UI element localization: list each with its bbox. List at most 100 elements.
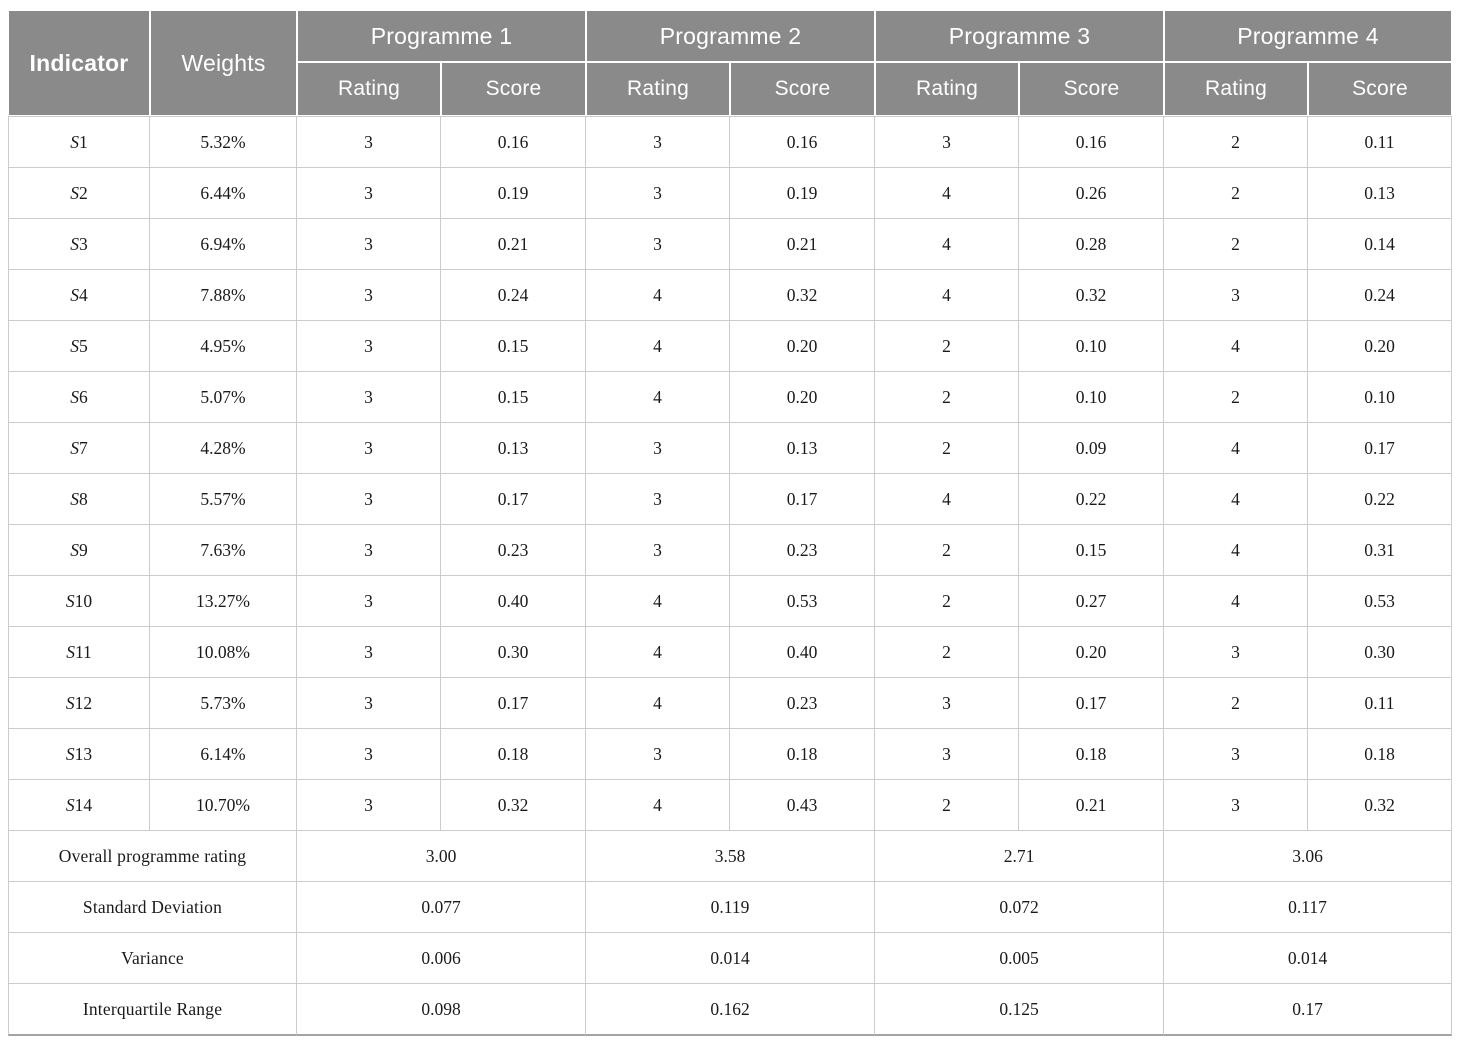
header-row-programmes: Indicator Weights Programme 1 Programme … [8,10,1452,116]
rating-cell: 2 [875,627,1019,678]
rating-cell: 3 [586,116,730,168]
rating-cell: 4 [1164,525,1308,576]
summary-value: 0.125 [875,984,1164,1036]
indicator-prefix: S [65,590,75,611]
indicator-prefix: S [70,131,79,152]
col-header-score-p3: Score [1019,62,1164,116]
score-cell: 0.23 [730,678,875,729]
weight-cell: 7.63% [150,525,297,576]
score-cell: 0.32 [730,270,875,321]
score-cell: 0.20 [730,321,875,372]
weight-cell: 10.08% [150,627,297,678]
score-cell: 0.17 [1019,678,1164,729]
rating-cell: 3 [586,168,730,219]
rating-cell: 4 [875,474,1019,525]
summary-value: 0.005 [875,933,1164,984]
score-cell: 0.18 [441,729,586,780]
rating-cell: 4 [586,576,730,627]
indicator-cell: S10 [8,576,150,627]
table-row: S12 5.73% 3 0.17 4 0.23 3 0.17 2 0.11 [8,678,1452,729]
summary-value: 0.117 [1164,882,1452,933]
summary-label: Variance [8,933,297,984]
score-cell: 0.22 [1019,474,1164,525]
score-cell: 0.11 [1308,678,1452,729]
weight-cell: 5.73% [150,678,297,729]
rating-cell: 2 [875,576,1019,627]
indicator-prefix: S [70,539,79,560]
summary-value: 0.119 [586,882,875,933]
score-cell: 0.15 [441,321,586,372]
score-cell: 0.27 [1019,576,1164,627]
indicator-prefix: S [70,488,79,509]
weight-cell: 4.28% [150,423,297,474]
rating-cell: 2 [875,780,1019,831]
score-cell: 0.22 [1308,474,1452,525]
col-header-programme-1: Programme 1 [297,10,586,62]
score-cell: 0.53 [1308,576,1452,627]
indicator-cell: S14 [8,780,150,831]
summary-value: 0.014 [586,933,875,984]
indicator-cell: S13 [8,729,150,780]
rating-cell: 3 [586,474,730,525]
indicator-cell: S3 [8,219,150,270]
weight-cell: 5.57% [150,474,297,525]
weight-cell: 10.70% [150,780,297,831]
table-header: Indicator Weights Programme 1 Programme … [8,10,1452,116]
score-cell: 0.15 [1019,525,1164,576]
col-header-indicator: Indicator [8,10,150,116]
summary-label: Overall programme rating [8,831,297,882]
score-cell: 0.16 [441,116,586,168]
summary-value: 0.077 [297,882,586,933]
score-cell: 0.16 [1019,116,1164,168]
score-cell: 0.17 [1308,423,1452,474]
score-cell: 0.16 [730,116,875,168]
rating-cell: 4 [586,321,730,372]
col-header-score-p4: Score [1308,62,1452,116]
score-cell: 0.19 [441,168,586,219]
indicator-prefix: S [70,233,79,254]
score-cell: 0.40 [730,627,875,678]
indicator-number: 2 [79,182,88,203]
rating-cell: 3 [1164,270,1308,321]
score-cell: 0.13 [1308,168,1452,219]
summary-value: 0.006 [297,933,586,984]
col-header-rating-p2: Rating [586,62,730,116]
summary-value: 3.58 [586,831,875,882]
weight-cell: 7.88% [150,270,297,321]
rating-cell: 3 [297,219,441,270]
rating-cell: 4 [1164,321,1308,372]
indicator-cell: S11 [8,627,150,678]
score-cell: 0.32 [1308,780,1452,831]
rating-cell: 3 [586,525,730,576]
table-row: S2 6.44% 3 0.19 3 0.19 4 0.26 2 0.13 [8,168,1452,219]
col-header-score-p1: Score [441,62,586,116]
rating-cell: 2 [875,372,1019,423]
summary-value: 2.71 [875,831,1164,882]
header-row-rating-score: Rating Score Rating Score Rating Score R… [8,62,1452,116]
score-cell: 0.18 [730,729,875,780]
score-cell: 0.30 [441,627,586,678]
score-cell: 0.21 [730,219,875,270]
indicator-prefix: S [70,284,79,305]
weight-cell: 13.27% [150,576,297,627]
score-cell: 0.28 [1019,219,1164,270]
table-row: S1 5.32% 3 0.16 3 0.16 3 0.16 2 0.11 [8,116,1452,168]
score-cell: 0.20 [1019,627,1164,678]
indicator-cell: S5 [8,321,150,372]
indicator-prefix: S [65,794,75,815]
indicator-number: 9 [79,539,88,560]
rating-cell: 3 [297,116,441,168]
rating-cell: 3 [297,678,441,729]
rating-cell: 3 [1164,729,1308,780]
indicator-cell: S2 [8,168,150,219]
score-cell: 0.20 [730,372,875,423]
score-cell: 0.43 [730,780,875,831]
indicator-prefix: S [70,335,79,356]
indicator-number: 3 [79,233,88,254]
rating-cell: 3 [875,678,1019,729]
rating-cell: 4 [586,780,730,831]
rating-cell: 3 [586,219,730,270]
score-cell: 0.21 [1019,780,1164,831]
weight-cell: 6.14% [150,729,297,780]
